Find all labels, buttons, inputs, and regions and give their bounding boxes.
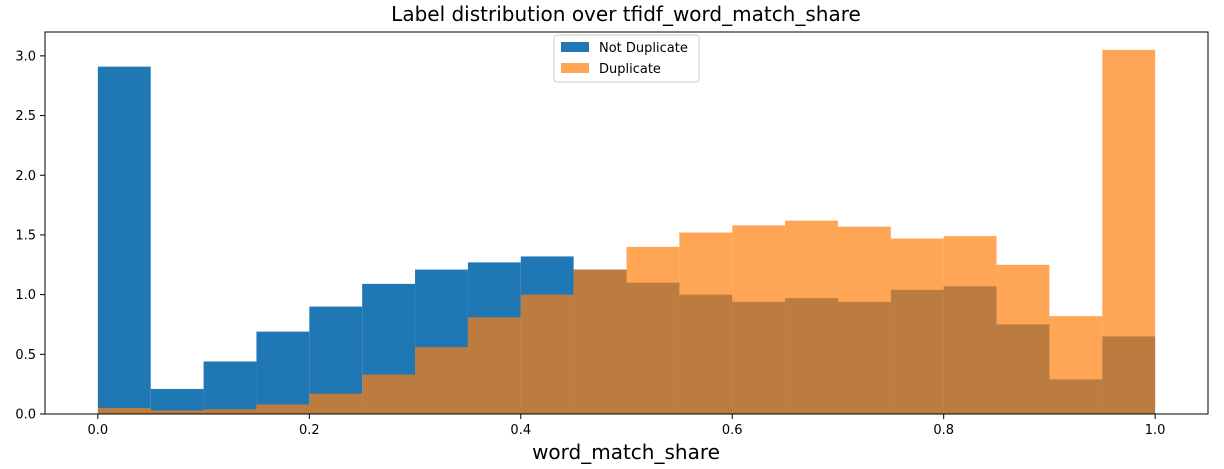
x-tick-label: 0.0: [88, 423, 109, 438]
bar-series-1-bin-6: [415, 347, 468, 414]
bar-series-1-bin-5: [362, 374, 416, 414]
bar-series-1-bin-7: [467, 317, 521, 414]
bar-series-1-bin-14: [837, 226, 891, 414]
bar-series-1-bin-17: [996, 264, 1050, 414]
bar-series-0-bin-0: [97, 66, 151, 415]
bar-series-1-bin-10: [626, 246, 680, 414]
legend-swatch-0: [561, 42, 589, 52]
axes-layer: 0.0 0.2 0.4 0.6 0.8 1.0 0.0 0.5 1.0 1.5 2.0 2.5 3.0: [15, 49, 1165, 438]
bar-series-0-bin-3: [256, 331, 310, 414]
y-tick-label: 1.0: [15, 288, 36, 303]
y-tick-label: 2.0: [15, 169, 36, 184]
legend-swatch-1: [561, 63, 589, 73]
bar-series-1-bin-0: [97, 408, 151, 414]
bar-series-1-bin-4: [309, 393, 363, 414]
legend-label-1: Duplicate: [599, 62, 661, 77]
bar-series-1-bin-16: [943, 236, 997, 414]
y-tick-label: 2.5: [15, 109, 36, 124]
bar-series-1-bin-19: [1102, 49, 1156, 414]
bar-series-1-bin-8: [520, 294, 574, 414]
x-tick-label: 0.8: [933, 423, 954, 438]
y-tick-label: 1.5: [15, 228, 36, 243]
bar-series-1-bin-1: [150, 410, 204, 414]
bar-series-1-bin-18: [1049, 316, 1103, 414]
y-tick-label: 0.0: [15, 408, 36, 423]
bar-series-1-bin-12: [732, 225, 786, 414]
x-tick-label: 1.0: [1145, 423, 1166, 438]
bar-series-1-bin-2: [203, 409, 257, 414]
y-tick-label: 3.0: [15, 49, 36, 64]
bar-series-1-bin-15: [890, 238, 944, 414]
x-axis-label: word_match_share: [532, 440, 720, 464]
bar-series-0-bin-1: [150, 388, 204, 414]
bar-series-1-bin-11: [679, 232, 733, 414]
series-layer: [97, 49, 1156, 415]
y-tick-label: 0.5: [15, 348, 36, 363]
x-tick-label: 0.4: [510, 423, 531, 438]
x-tick-label: 0.2: [299, 423, 320, 438]
x-tick-label: 0.6: [722, 423, 743, 438]
legend-label-0: Not Duplicate: [599, 41, 688, 56]
chart-title: Label distribution over tfidf_word_match…: [391, 2, 861, 26]
series-1: [97, 49, 1156, 414]
legend: Not Duplicate Duplicate: [553, 34, 700, 83]
bar-series-1-bin-9: [573, 269, 627, 414]
bar-series-1-bin-3: [256, 404, 310, 414]
legend-frame: [553, 34, 700, 83]
bar-series-0-bin-2: [203, 361, 257, 414]
plot-area-frame: [44, 31, 1209, 415]
bar-series-1-bin-13: [785, 220, 838, 414]
